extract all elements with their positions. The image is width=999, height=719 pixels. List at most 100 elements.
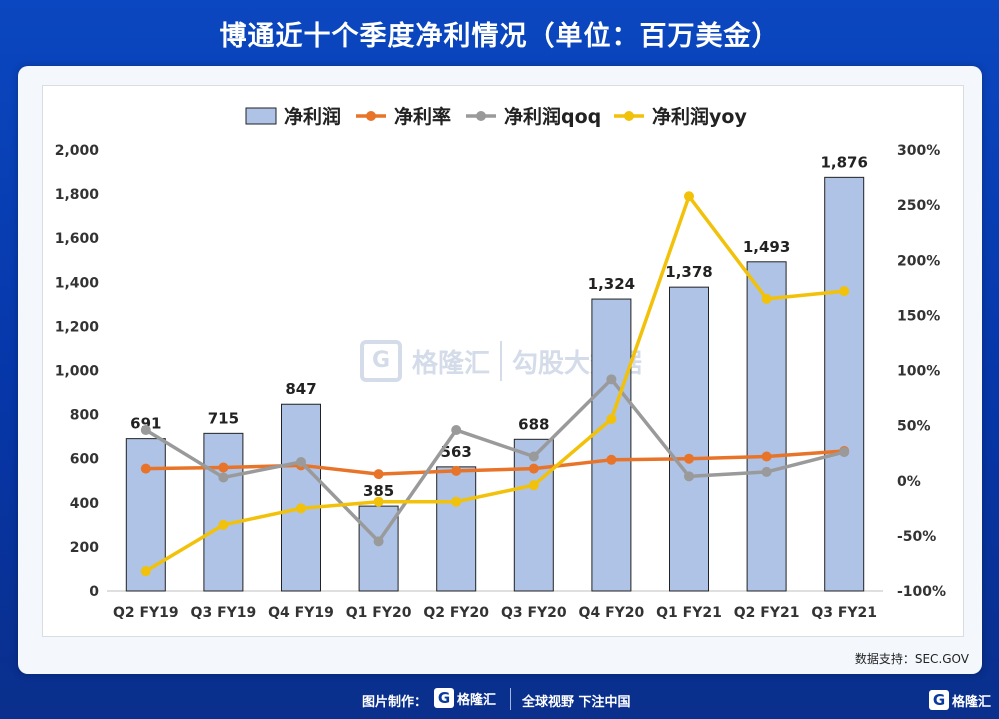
series-point [140, 463, 151, 474]
right-tick-label: 300% [897, 143, 940, 159]
bar [824, 176, 865, 592]
bar [669, 286, 709, 592]
series-point [761, 466, 772, 477]
legend-label: 净利润 [284, 105, 341, 128]
right-tick-label: 100% [897, 364, 940, 380]
left-tick-label: 600 [70, 452, 99, 468]
footer-made-by: 图片制作： [362, 695, 428, 710]
series-line [144, 377, 845, 544]
series-point [839, 447, 850, 458]
x-tick-label: Q2 FY19 [113, 605, 179, 621]
legend-marker [624, 111, 634, 121]
legend-label: 净利润qoq [504, 105, 601, 128]
corner-brand: 格隆汇 [951, 694, 991, 710]
page-title: 博通近十个季度净利情况（单位：百万美金） [219, 21, 780, 52]
series-point [218, 462, 229, 473]
series-point [296, 503, 306, 514]
legend-swatch [245, 107, 277, 125]
x-tick-label: Q3 FY20 [501, 605, 567, 621]
bar [513, 438, 554, 592]
x-tick-label: Q4 FY19 [268, 605, 334, 621]
footer: 图片制作： G 格隆汇 全球视野 下注中国 [0, 686, 999, 714]
left-tick-label: 1,400 [55, 275, 100, 291]
series-point [528, 463, 539, 474]
bar [203, 432, 244, 592]
series-point [140, 566, 151, 577]
right-tick-label: 150% [897, 308, 940, 324]
legend-marker [366, 111, 376, 121]
corner-logo-icon: G [928, 690, 949, 710]
series-point [606, 454, 617, 465]
left-tick-label: 1,200 [55, 319, 100, 335]
right-tick-label: 250% [897, 198, 940, 214]
left-tick-label: 1,000 [55, 364, 100, 380]
legend-marker [476, 111, 486, 121]
bar-data-label: 1,378 [665, 263, 712, 281]
x-tick-label: Q3 FY19 [191, 605, 257, 621]
series-point [684, 471, 694, 482]
bar [436, 466, 477, 592]
series-point [140, 425, 151, 436]
series-point [218, 519, 229, 530]
series-point [528, 451, 539, 462]
right-tick-label: 200% [897, 253, 940, 269]
series-point [606, 374, 617, 385]
series-point [296, 457, 306, 468]
brand-logo-icon: G [434, 688, 454, 708]
series-point [373, 536, 384, 547]
right-tick-label: 0% [897, 474, 921, 490]
left-tick-label: 1,800 [55, 187, 100, 203]
left-tick-label: 0 [89, 584, 99, 600]
left-tick-label: 200 [70, 540, 99, 556]
bar [281, 403, 321, 592]
bar-data-label: 1,493 [743, 238, 790, 256]
right-tick-label: -50% [897, 529, 936, 545]
series-point [606, 414, 617, 425]
corner-logo: G 格隆汇 [928, 690, 991, 710]
left-tick-label: 2,000 [55, 143, 100, 159]
x-tick-label: Q3 FY21 [811, 605, 877, 621]
bar-data-label: 847 [285, 380, 316, 398]
x-tick-label: Q4 FY20 [579, 605, 645, 621]
x-tick-label: Q1 FY20 [346, 605, 412, 621]
series-point [761, 293, 772, 304]
series-point [373, 469, 384, 480]
series-line [145, 449, 845, 476]
left-tick-label: 1,600 [55, 231, 100, 247]
series-point [684, 191, 694, 202]
bar-data-label: 1,876 [820, 153, 867, 171]
x-tick-label: Q2 FY20 [423, 605, 489, 621]
right-tick-label: 50% [897, 419, 931, 435]
series-point [451, 496, 462, 507]
plot-area [42, 85, 964, 637]
footer-divider [510, 688, 511, 710]
left-tick-label: 800 [70, 408, 99, 424]
series-point [528, 480, 539, 491]
bar-data-label: 715 [208, 409, 239, 427]
bar-data-label: 563 [441, 443, 472, 461]
series-line [144, 194, 845, 573]
bar-data-label: 385 [363, 482, 394, 500]
right-tick-label: -100% [897, 584, 946, 600]
series-point [839, 286, 850, 297]
source-note: 数据支持：SEC.GOV [854, 652, 969, 666]
left-tick-label: 400 [70, 496, 99, 512]
footer-logo: G 格隆汇 [434, 688, 496, 708]
series-point [451, 425, 462, 436]
bar-data-label: 1,324 [588, 275, 635, 293]
bar-data-label: 691 [130, 415, 161, 433]
legend-label: 净利润yoy [652, 105, 747, 128]
series-point [373, 496, 384, 507]
series-point [761, 451, 772, 462]
series-point [684, 453, 694, 464]
bar [591, 298, 632, 592]
footer-brand: 格隆汇 [457, 692, 497, 708]
legend-label: 净利率 [394, 105, 451, 128]
series-point [218, 472, 229, 483]
bar-data-label: 688 [518, 415, 549, 433]
bar [746, 261, 787, 592]
x-tick-label: Q1 FY21 [656, 605, 722, 621]
footer-slogan: 全球视野 下注中国 [522, 695, 631, 710]
x-tick-label: Q2 FY21 [734, 605, 800, 621]
